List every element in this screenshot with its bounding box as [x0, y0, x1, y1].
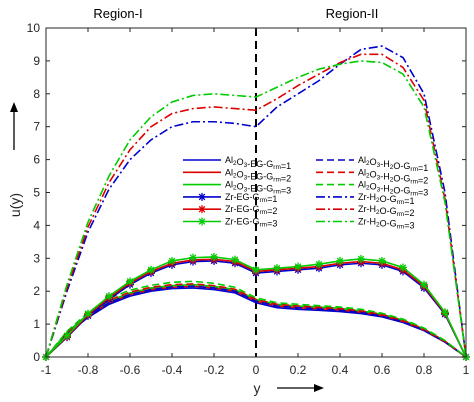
legend-item-0: Al2O3-EG-Grm=1 — [183, 155, 291, 171]
series-line-0 — [45, 287, 467, 358]
y-tick-label: 3 — [33, 251, 40, 265]
series-8-point-1 — [63, 331, 71, 340]
legend-label: Zr-H2O-Grm=2 — [358, 204, 414, 218]
series-line-9 — [45, 45, 467, 358]
x-tick-label: 0.6 — [374, 363, 391, 377]
legend-label: Zr-EG-Grm=1 — [225, 192, 277, 204]
series-8-point-2 — [84, 309, 92, 318]
series-8-point-10 — [252, 265, 260, 274]
region-2-label: Region-II — [326, 6, 379, 21]
y-tick-label: 4 — [33, 218, 40, 232]
y-tick-label: 7 — [33, 120, 40, 134]
series-8-point-4 — [126, 277, 134, 286]
series-8-point-8 — [210, 252, 218, 261]
legend-label: Al2O3-EG-Grm=3 — [225, 180, 291, 196]
y-tick-label: 1 — [33, 317, 40, 331]
legend-item-3: Al2O3-H2O-Grm=2 — [316, 167, 428, 185]
y-tick-label: 0 — [33, 350, 40, 364]
legend: Al2O3-EG-Grm=1 Al2O3-H2O-Grm=1 Al2O3-EG-Gr… — [183, 155, 428, 231]
legend-item-6: Zr-EG-Grm=1 — [183, 192, 277, 204]
series-line-4 — [45, 283, 467, 358]
y-tick-label: 6 — [33, 153, 40, 167]
series-8-point-9 — [231, 255, 239, 264]
y-tick-label: 10 — [27, 21, 41, 35]
y-tick-label: 2 — [33, 284, 40, 298]
y-tick-label: 9 — [33, 54, 40, 68]
legend-item-8: Zr-EG-Grm=2 — [183, 204, 277, 216]
series-8-point-11 — [273, 264, 281, 273]
y-tick-label: 5 — [33, 186, 40, 200]
legend-label: Al2O3-EG-Grm=1 — [225, 155, 291, 171]
series-8-point-12 — [294, 262, 302, 271]
x-axis-label: y — [254, 380, 261, 396]
series-8-point-16 — [378, 256, 386, 265]
series-8-point-17 — [399, 263, 407, 272]
legend-label: Zr-EG-Grm=2 — [225, 204, 277, 216]
x-axis-arrow-icon — [277, 384, 324, 392]
x-tick-label: -1 — [41, 363, 52, 377]
legend-label: Zr-EG-Grm=3 — [225, 217, 277, 229]
x-tick-label: 0.8 — [416, 363, 433, 377]
legend-label: Al2O3-H2O-Grm=2 — [358, 167, 428, 185]
legend-item-7: Zr-H2O-Grm=1 — [316, 192, 414, 206]
series-8-point-14 — [336, 256, 344, 265]
legend-item-10: Zr-EG-Grm=3 — [183, 217, 277, 229]
series-8-point-5 — [147, 265, 155, 274]
series-8-point-3 — [105, 292, 113, 301]
legend-item-11: Zr-H2O-Grm=3 — [316, 217, 414, 231]
y-axis-label: u(y) — [7, 193, 23, 217]
region-1-label: Region-I — [93, 6, 142, 21]
x-tick-label: 0 — [253, 363, 260, 377]
series-8-point-6 — [168, 256, 176, 265]
series-line-10 — [45, 53, 467, 358]
series-line-3 — [45, 285, 467, 358]
axes: -1 -0.8 -0.6 -0.4 -0.2 0 0.2 0.4 0.6 0.8 101234567… — [27, 21, 470, 377]
series-8-point-19 — [441, 308, 449, 317]
x-tick-label: -0.8 — [78, 363, 99, 377]
legend-label: Al2O3-H2O-Grm=3 — [358, 180, 428, 198]
legend-label: Zr-H2O-Grm=1 — [358, 192, 414, 206]
y-axis-arrow-icon — [10, 102, 18, 150]
series-8-point-7 — [189, 253, 197, 262]
x-tick-label: -0.4 — [162, 363, 183, 377]
series-line-11 — [45, 60, 467, 358]
legend-label: Al2O3-H2O-Grm=1 — [358, 155, 428, 173]
series-8-point-15 — [357, 254, 365, 263]
series-line-5 — [45, 280, 467, 358]
x-tick-label: -0.6 — [120, 363, 141, 377]
legend-label: Zr-H2O-Grm=3 — [358, 217, 414, 231]
x-tick-label: 1 — [463, 363, 470, 377]
y-tick-label: 8 — [33, 87, 40, 101]
legend-item-5: Al2O3-H2O-Grm=3 — [316, 180, 428, 198]
legend-item-1: Al2O3-H2O-Grm=1 — [316, 155, 428, 173]
legend-item-2: Al2O3-EG-Grm=2 — [183, 167, 291, 183]
x-tick-label: 0.2 — [290, 363, 307, 377]
legend-item-9: Zr-H2O-Grm=2 — [316, 204, 414, 218]
series-8-point-13 — [315, 260, 323, 269]
legend-item-4: Al2O3-EG-Grm=3 — [183, 180, 291, 196]
series-8-point-18 — [420, 280, 428, 289]
legend-label: Al2O3-EG-Grm=2 — [225, 167, 291, 183]
x-tick-label: -0.2 — [204, 363, 225, 377]
x-tick-label: 0.4 — [332, 363, 349, 377]
